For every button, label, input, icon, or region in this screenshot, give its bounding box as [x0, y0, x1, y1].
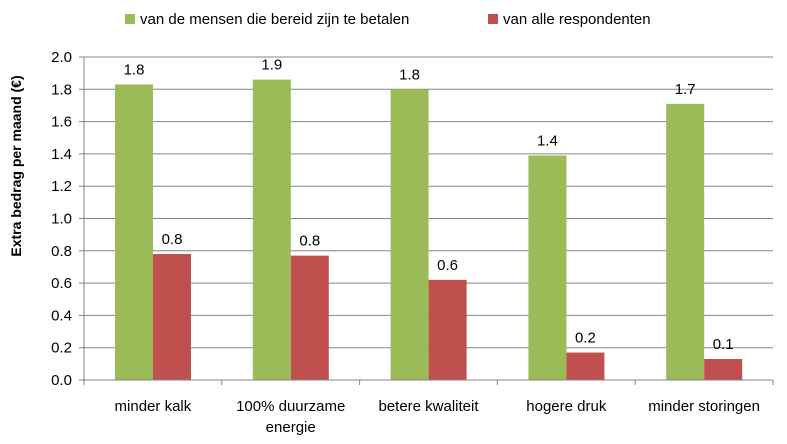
y-tick-label: 0.0 [51, 372, 72, 389]
y-tick-label: 1.4 [51, 146, 72, 163]
bar [666, 103, 705, 381]
category-label: energie [266, 419, 316, 436]
bar [566, 352, 605, 380]
bar [153, 254, 191, 380]
category-label: hogere druk [526, 398, 607, 415]
data-label: 0.6 [437, 257, 458, 274]
category-label: 100% duurzame [236, 398, 345, 415]
data-label: 1.4 [537, 133, 558, 150]
y-tick-label: 0.2 [51, 340, 72, 357]
data-label: 0.8 [299, 233, 320, 250]
y-tick-label: 0.4 [51, 307, 72, 324]
bars [115, 79, 743, 381]
bar [528, 155, 567, 380]
data-label: 1.9 [261, 57, 282, 74]
bar [428, 279, 467, 380]
bar [252, 79, 291, 381]
x-axis-categories: minder kalk 100% duurzame energie betere kw… [115, 398, 760, 436]
bar [115, 84, 153, 380]
axes [83, 57, 774, 385]
y-tick-label: 0.8 [51, 243, 72, 260]
legend-label: van de mensen die bereid zijn te betalen [140, 11, 409, 28]
y-axis-label: Extra bedrag per maand (€) [8, 75, 24, 256]
legend: van de mensen die bereid zijn te betalen… [125, 11, 651, 28]
data-label: 1.7 [675, 81, 696, 98]
data-label: 0.1 [713, 336, 734, 353]
y-tick-label: 1.0 [51, 211, 72, 228]
data-label: 1.8 [399, 66, 420, 83]
data-label: 0.8 [162, 231, 183, 248]
bar [390, 89, 429, 381]
y-tick-label: 1.2 [51, 178, 72, 195]
bar [704, 359, 743, 380]
y-tick-label: 0.6 [51, 275, 72, 292]
y-tick-label: 1.6 [51, 114, 72, 131]
bar [290, 255, 329, 380]
data-label: 0.2 [575, 330, 596, 347]
data-label: 1.8 [124, 61, 145, 78]
legend-swatch [125, 14, 135, 24]
y-axis-ticks: 0.0 0.2 0.4 0.6 0.8 1.0 1.2 1.4 1.6 1.8 2.0 [51, 49, 84, 389]
data-labels: 1.8 0.8 1.9 0.8 1.8 0.6 1.4 0.2 1.7 0.1 [124, 57, 734, 353]
category-label: minder storingen [648, 398, 760, 415]
category-label: betere kwaliteit [378, 398, 479, 415]
y-tick-label: 2.0 [51, 49, 72, 66]
legend-swatch [488, 14, 498, 24]
y-tick-label: 1.8 [51, 81, 72, 98]
category-label: minder kalk [115, 398, 192, 415]
legend-label: van alle respondenten [503, 11, 651, 28]
